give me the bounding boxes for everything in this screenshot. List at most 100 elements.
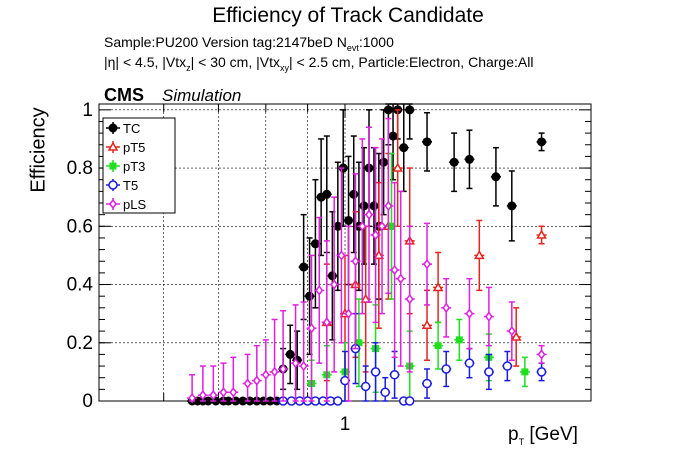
data-point [390, 264, 399, 276]
data-point [291, 357, 300, 369]
data-point [507, 325, 516, 337]
data-point [455, 336, 463, 344]
data-point [379, 157, 389, 167]
data-point [310, 239, 320, 249]
y-tick-label: 1 [82, 100, 93, 121]
data-point [299, 360, 308, 372]
data-point [537, 349, 546, 360]
data-point [315, 285, 324, 296]
y-tick-label: 0.2 [67, 333, 93, 354]
data-point [537, 137, 547, 147]
data-point [371, 229, 380, 241]
data-point [305, 291, 315, 301]
x-axis-label-unit: [GeV] [524, 424, 578, 445]
data-point [383, 105, 393, 115]
data-point [337, 250, 346, 261]
subtitle-2-sub-xy: xy [279, 62, 289, 73]
data-point [384, 200, 393, 212]
series-layer [187, 103, 547, 406]
legend-entry-pT5: pT5 [106, 140, 145, 155]
data-point [307, 322, 316, 334]
legend-entry-T5: T5 [106, 178, 138, 193]
subtitle-1-text: Sample:PU200 Version tag:2147beD N [104, 34, 347, 50]
data-point [188, 392, 197, 404]
data-point [442, 302, 451, 314]
x-axis-label: pT [GeV] [508, 424, 578, 447]
data-point [422, 378, 432, 389]
data-point [378, 221, 386, 232]
data-point [219, 387, 228, 398]
y-tick-label: 0.4 [67, 275, 94, 296]
subtitle-2-b: | < 30 cm, |Vtx [190, 54, 280, 70]
data-point [465, 308, 474, 319]
data-point [491, 172, 501, 182]
data-point [507, 201, 517, 211]
series-TC [187, 103, 547, 406]
data-point [392, 162, 403, 172]
data-point [209, 389, 218, 401]
data-point [441, 364, 451, 374]
legend-entry-pLS: pLS [106, 197, 146, 212]
data-point [330, 279, 339, 290]
data-point [270, 366, 279, 378]
y-tick-label: 0.6 [67, 216, 93, 237]
data-point [432, 281, 444, 292]
data-point [373, 249, 385, 260]
y-tick-label: 0 [82, 391, 93, 412]
legend-marker [108, 123, 118, 133]
data-point [521, 368, 529, 376]
data-point [344, 215, 354, 225]
experiment-label: CMS [104, 85, 144, 105]
data-point [359, 201, 369, 211]
data-point [421, 319, 433, 330]
data-point [285, 349, 295, 359]
data-point [484, 311, 493, 322]
y-axis-label: Efficiency [27, 107, 50, 193]
y-tick-label: 0.8 [67, 158, 93, 179]
subtitle-line-2: |η| < 4.5, |Vtxz| < 30 cm, |Vtxxy| < 2.5… [104, 54, 533, 73]
subtitle-2-a: |η| < 4.5, |Vtx [104, 54, 187, 70]
data-point [344, 308, 353, 319]
data-point [484, 367, 494, 377]
data-point [434, 342, 442, 350]
data-point [349, 189, 359, 199]
data-point [243, 378, 252, 389]
axis-ticks: 0 0.2 0.4 0.6 0.8 1 1 [67, 100, 592, 435]
legend-label: pLS [123, 197, 146, 212]
legend: TC pT5 pT3 T5 pLS [102, 117, 176, 214]
experiment-sublabel: Simulation [162, 86, 242, 105]
data-point [333, 396, 343, 406]
data-point [252, 375, 261, 386]
subtitle-1-tail: :1000 [358, 34, 394, 50]
subtitle-2-sub-z: z [186, 62, 191, 73]
subtitle-2-c: | < 2.5 cm, Particle:Electron, Charge:Al… [288, 54, 534, 70]
x-axis-label-sub: T [518, 436, 525, 447]
legend-label: pT3 [123, 159, 145, 174]
data-point [536, 367, 547, 377]
data-point [299, 262, 309, 272]
data-point [464, 358, 475, 368]
legend-marker [109, 198, 117, 210]
data-point [261, 369, 270, 381]
data-point [404, 396, 415, 406]
legend-marker [107, 141, 119, 151]
data-point [370, 367, 381, 377]
data-point [405, 293, 414, 305]
data-point [396, 273, 405, 284]
data-point [365, 209, 373, 220]
data-point [399, 143, 409, 153]
data-point [464, 154, 474, 164]
x-axis-label-main: p [508, 424, 519, 445]
legend-label: pT5 [123, 140, 145, 155]
chart-title: Efficiency of Track Candidate [212, 4, 484, 27]
data-point [279, 363, 288, 375]
data-point [380, 387, 390, 398]
data-point [322, 189, 332, 199]
data-point [358, 221, 367, 232]
legend-label: T5 [123, 178, 138, 193]
data-point [327, 271, 337, 281]
data-point [389, 370, 400, 380]
legend-label: TC [123, 121, 140, 136]
data-point [423, 258, 431, 270]
